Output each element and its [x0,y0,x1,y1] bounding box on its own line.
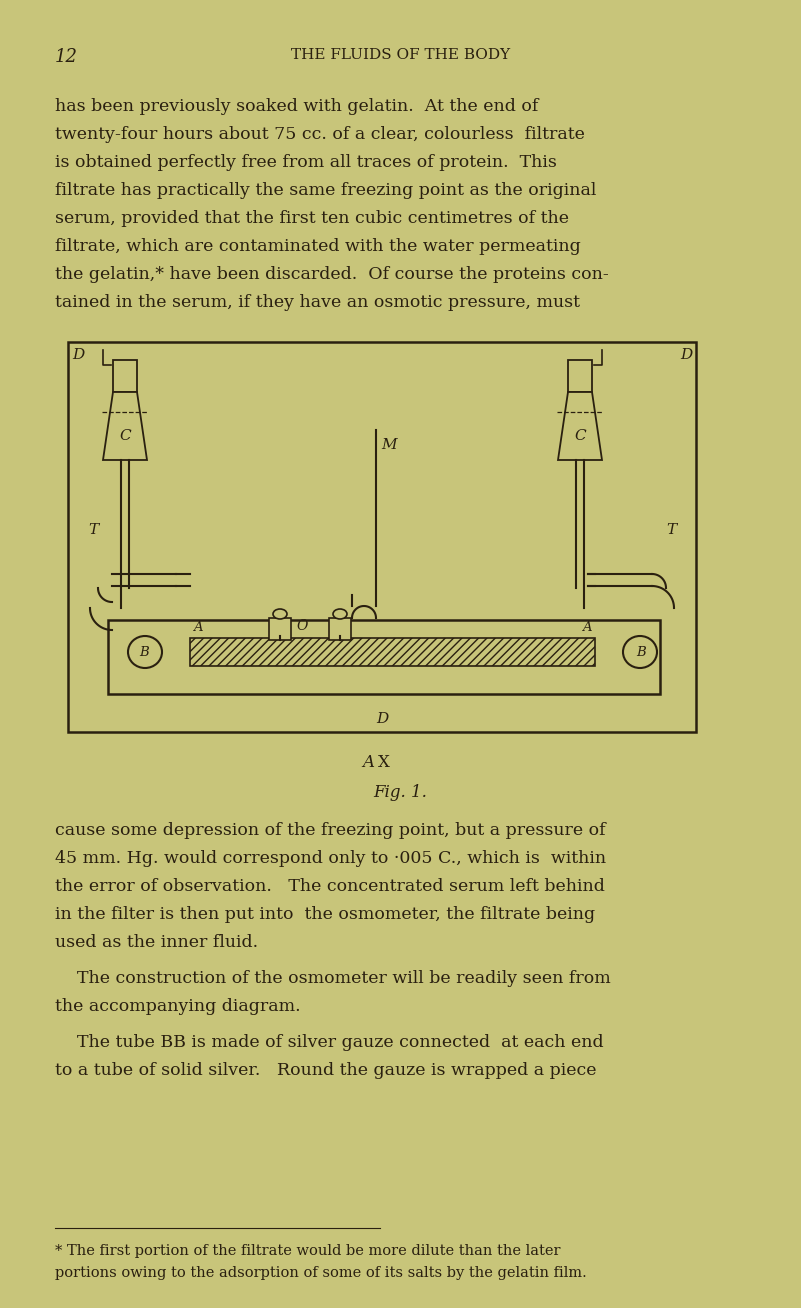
Text: 45 mm. Hg. would correspond only to ·005 C., which is  within: 45 mm. Hg. would correspond only to ·005… [55,850,606,867]
Text: A: A [582,621,592,634]
Text: Fig. 1.: Fig. 1. [373,783,427,800]
Text: C: C [574,429,586,443]
Text: twenty-four hours about 75 cc. of a clear, colourless  filtrate: twenty-four hours about 75 cc. of a clea… [55,126,585,143]
Bar [568,360,592,392]
Text: cause some depression of the freezing point, but a pressure of: cause some depression of the freezing po… [55,821,606,838]
Text: serum, provided that the first ten cubic centimetres of the: serum, provided that the first ten cubic… [55,211,569,228]
Bar [269,617,291,640]
Text: used as the inner fluid.: used as the inner fluid. [55,934,258,951]
Bar [108,620,660,695]
Ellipse shape [128,636,162,668]
Text: C: C [119,429,131,443]
Polygon shape [558,392,602,460]
Text: B: B [636,646,646,658]
Text: 12: 12 [55,48,78,65]
Text: * The first portion of the filtrate would be more dilute than the later: * The first portion of the filtrate woul… [55,1244,561,1258]
Bar [68,341,696,732]
Ellipse shape [333,610,347,619]
Bar [190,638,595,666]
Text: A: A [193,621,203,634]
Text: in the filter is then put into  the osmometer, the filtrate being: in the filter is then put into the osmom… [55,906,595,923]
Text: filtrate, which are contaminated with the water permeating: filtrate, which are contaminated with th… [55,238,581,255]
Polygon shape [103,392,147,460]
Text: the gelatin,* have been discarded.  Of course the proteins con-: the gelatin,* have been discarded. Of co… [55,266,609,283]
Text: T: T [666,523,676,538]
Bar [329,617,351,640]
Text: has been previously soaked with gelatin.  At the end of: has been previously soaked with gelatin.… [55,98,538,115]
Text: the error of observation.   The concentrated serum left behind: the error of observation. The concentrat… [55,878,605,895]
Bar [113,360,137,392]
Text: D: D [72,348,84,362]
Text: tained in the serum, if they have an osmotic pressure, must: tained in the serum, if they have an osm… [55,294,580,311]
Text: is obtained perfectly free from all traces of protein.  This: is obtained perfectly free from all trac… [55,154,557,171]
Text: THE FLUIDS OF THE BODY: THE FLUIDS OF THE BODY [292,48,510,61]
Ellipse shape [273,610,287,619]
Text: T: T [88,523,99,538]
Text: D: D [376,712,388,726]
Text: The tube BB is made of silver gauze connected  at each end: The tube BB is made of silver gauze conn… [55,1035,604,1052]
Ellipse shape [623,636,657,668]
Text: The construction of the osmometer will be readily seen from: The construction of the osmometer will b… [55,971,610,988]
Text: B: B [139,646,149,658]
Text: filtrate has practically the same freezing point as the original: filtrate has practically the same freezi… [55,182,597,199]
Text: D: D [680,348,692,362]
Text: X: X [378,753,390,770]
Text: O: O [296,619,308,633]
Text: to a tube of solid silver.   Round the gauze is wrapped a piece: to a tube of solid silver. Round the gau… [55,1062,597,1079]
Text: A: A [362,753,374,770]
Text: M: M [381,438,396,453]
Text: the accompanying diagram.: the accompanying diagram. [55,998,300,1015]
Text: portions owing to the adsorption of some of its salts by the gelatin film.: portions owing to the adsorption of some… [55,1266,587,1281]
